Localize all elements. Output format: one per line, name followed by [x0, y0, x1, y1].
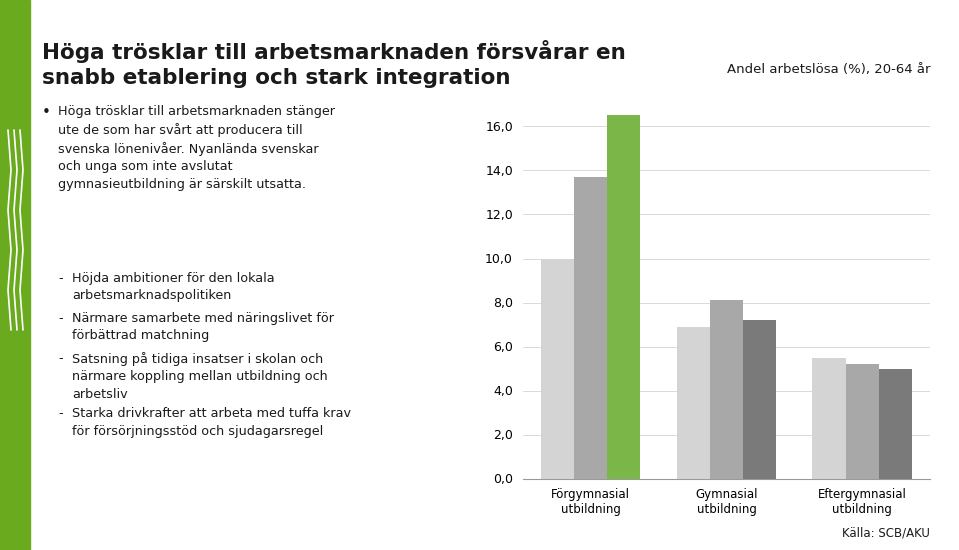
Bar	[574, 177, 607, 478]
Text: snabb etablering och stark integration: snabb etablering och stark integration	[42, 68, 510, 88]
Bar	[0, 0, 30, 550]
Text: -: -	[58, 407, 62, 420]
Text: Starka drivkrafter att arbeta med tuffa krav
för försörjningsstöd och sjudagarsr: Starka drivkrafter att arbeta med tuffa …	[72, 407, 351, 437]
Bar	[710, 300, 743, 478]
Text: -: -	[58, 272, 62, 285]
Text: Höjda ambitioner för den lokala
arbetsmarknadspolitiken: Höjda ambitioner för den lokala arbetsma…	[72, 272, 274, 302]
Bar	[677, 327, 710, 478]
Bar	[607, 116, 641, 478]
Text: Höga trösklar till arbetsmarknaden stänger
ute de som har svårt att producera ti: Höga trösklar till arbetsmarknaden stäng…	[58, 105, 335, 191]
Text: -: -	[58, 352, 62, 365]
Text: Andel arbetslösa (%), 20-64 år: Andel arbetslösa (%), 20-64 år	[727, 63, 930, 76]
Bar	[846, 364, 878, 478]
Text: Källa: SCB/AKU: Källa: SCB/AKU	[842, 526, 930, 539]
Text: Höga trösklar till arbetsmarknaden försvårar en: Höga trösklar till arbetsmarknaden försv…	[42, 40, 626, 63]
Bar	[743, 320, 776, 478]
Text: •: •	[42, 105, 51, 120]
Bar	[541, 258, 574, 478]
Bar	[812, 358, 846, 478]
Text: Satsning på tidiga insatser i skolan och
närmare koppling mellan utbildning och
: Satsning på tidiga insatser i skolan och…	[72, 352, 328, 401]
Text: -: -	[58, 312, 62, 325]
Text: Närmare samarbete med näringslivet för
förbättrad matchning: Närmare samarbete med näringslivet för f…	[72, 312, 334, 343]
Bar	[878, 368, 912, 478]
